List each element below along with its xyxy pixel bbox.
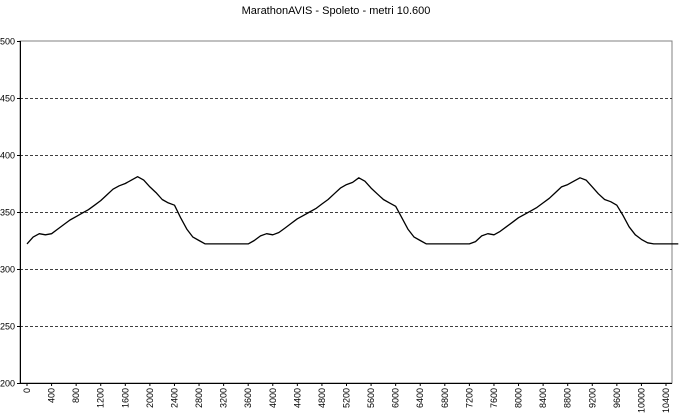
- x-axis: 0 400 800 1200 1600 2000 2400 2800 3200 3600 4000 4…: [20, 383, 672, 413]
- y-tick-label: 200: [0, 379, 15, 389]
- x-tick-label: 4400: [292, 388, 302, 408]
- x-tick-label: 4000: [268, 388, 278, 408]
- x-tick-label: 2000: [145, 388, 155, 408]
- x-tick-label: 1200: [96, 388, 106, 408]
- x-tick-label: 2400: [169, 388, 179, 408]
- plot-area-border: [19, 40, 673, 384]
- y-axis: 500 450 400 350 300 250 200: [0, 37, 21, 389]
- x-tick-label: 6400: [415, 388, 425, 408]
- y-tick-label: 300: [0, 265, 15, 275]
- x-tick-label: 4800: [317, 388, 327, 408]
- y-tick-label: 400: [0, 151, 15, 161]
- x-tick-label: 9600: [612, 388, 622, 408]
- x-tick-label: 3600: [243, 388, 253, 408]
- y-tick-label: 350: [0, 208, 15, 218]
- x-tick-label: 8000: [514, 388, 524, 408]
- x-tick-label: 800: [71, 388, 81, 403]
- x-tick-label: 0: [22, 388, 32, 393]
- grid-lines: [19, 40, 673, 384]
- x-tick-label: 6000: [391, 388, 401, 408]
- y-tick-label: 450: [0, 94, 15, 104]
- x-tick-label: 5200: [342, 388, 352, 408]
- chart-title: MarathonAVIS - Spoleto - metri 10.600: [242, 5, 431, 17]
- y-tick-label: 500: [0, 37, 15, 47]
- y-tick-label: 250: [0, 322, 15, 332]
- x-tick-label: 5600: [366, 388, 376, 408]
- x-tick-label: 8800: [563, 388, 573, 408]
- x-tick-label: 10400: [661, 388, 671, 413]
- x-tick-label: 400: [47, 388, 57, 403]
- x-tick-label: 8400: [538, 388, 548, 408]
- x-tick-label: 7600: [489, 388, 499, 408]
- x-tick-label: 3200: [219, 388, 229, 408]
- x-tick-label: 6800: [440, 388, 450, 408]
- x-tick-label: 9200: [587, 388, 597, 408]
- x-tick-label: 1600: [120, 388, 130, 408]
- x-tick-label: 2800: [194, 388, 204, 408]
- x-tick-label: 7200: [464, 388, 474, 408]
- plot-series: [26, 176, 679, 245]
- series-line: [26, 176, 679, 245]
- x-tick-label: 10000: [636, 388, 646, 413]
